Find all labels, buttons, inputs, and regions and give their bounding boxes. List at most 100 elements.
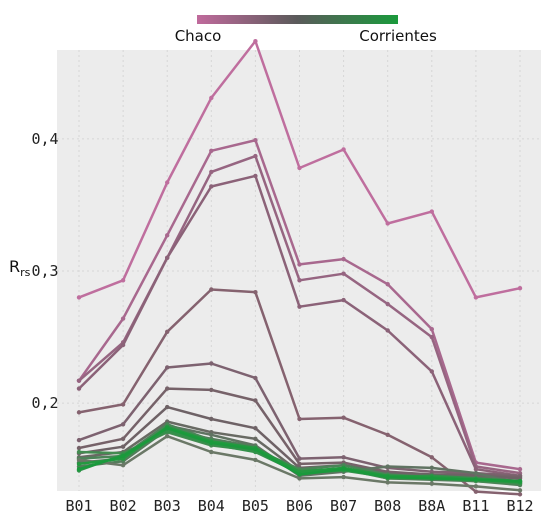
data-point <box>165 255 170 261</box>
data-point <box>429 209 434 214</box>
data-point <box>297 416 302 422</box>
data-point <box>165 180 170 185</box>
data-point <box>341 466 346 472</box>
data-point <box>253 153 258 159</box>
series <box>76 433 523 493</box>
data-point <box>341 415 346 420</box>
series <box>76 38 523 300</box>
data-point <box>209 148 214 153</box>
y-tick-label: 0,4 <box>31 130 58 148</box>
data-point <box>385 432 390 438</box>
data-point <box>165 404 170 410</box>
data-point <box>76 466 82 472</box>
x-tick-label: B05 <box>242 497 269 515</box>
data-point <box>76 410 82 415</box>
data-point <box>209 361 214 366</box>
data-point <box>385 301 390 307</box>
x-tick-label: B06 <box>286 497 313 515</box>
data-point <box>341 455 346 460</box>
data-point <box>120 463 126 468</box>
data-point <box>517 492 523 497</box>
data-point <box>209 287 214 292</box>
data-point <box>209 440 214 445</box>
data-point <box>385 221 390 226</box>
y-tick-label: 0,3 <box>31 262 58 280</box>
colorbar-label-right: Corrientes <box>359 27 437 45</box>
x-tick-label: B01 <box>65 497 92 515</box>
data-point <box>120 316 126 321</box>
data-point <box>385 328 390 333</box>
data-point <box>429 326 434 332</box>
data-point <box>297 304 302 309</box>
data-point <box>120 402 126 407</box>
data-point <box>253 447 258 452</box>
data-point <box>120 436 126 441</box>
data-point <box>253 426 258 431</box>
data-point <box>76 461 82 467</box>
data-point <box>76 445 82 451</box>
x-tick-label: B11 <box>462 497 489 515</box>
data-point <box>473 489 479 494</box>
data-point <box>341 297 346 303</box>
x-tick-label: B08 <box>374 497 401 515</box>
data-point <box>253 398 258 403</box>
data-point <box>297 278 302 283</box>
series-lines <box>76 38 523 497</box>
x-tick-label: B8A <box>418 497 445 515</box>
x-axis-ticks: B01 B02 B03 B04 B05 B06 B07 B08 B8A B11 B12 <box>65 497 533 515</box>
data-point <box>209 387 214 393</box>
y-tick-label: 0,2 <box>31 394 58 412</box>
data-point <box>165 365 170 370</box>
data-point <box>76 457 82 463</box>
data-point <box>209 449 214 455</box>
data-point <box>76 378 82 383</box>
x-tick-label: B12 <box>506 497 533 515</box>
data-point <box>385 282 390 287</box>
data-point <box>341 256 346 262</box>
data-point <box>517 285 523 291</box>
y-axis-label-sub: rs <box>20 266 31 279</box>
data-point <box>76 437 82 443</box>
data-point <box>473 484 479 489</box>
data-point <box>253 457 258 463</box>
data-point <box>385 464 390 469</box>
x-tick-label: B02 <box>110 497 137 515</box>
y-axis-label-main: R <box>9 257 20 276</box>
colorbar <box>197 15 398 24</box>
data-point <box>209 95 214 101</box>
x-tick-label: B04 <box>198 497 225 515</box>
data-point <box>209 416 214 422</box>
data-point <box>165 426 170 431</box>
data-point <box>253 138 258 143</box>
data-point <box>297 472 302 477</box>
series <box>76 173 523 478</box>
y-axis-ticks: 0,2 0,3 0,4 <box>31 130 58 412</box>
data-point <box>341 147 346 152</box>
data-point <box>341 271 346 276</box>
data-point <box>165 329 170 334</box>
data-point <box>253 289 258 295</box>
data-point <box>165 433 170 439</box>
data-point <box>165 386 170 391</box>
data-point <box>253 436 258 441</box>
data-point <box>253 38 258 44</box>
series <box>76 426 523 484</box>
x-tick-label: B03 <box>154 497 181 515</box>
data-point <box>120 444 126 449</box>
data-point <box>120 453 126 459</box>
data-point <box>429 481 434 486</box>
grid <box>57 50 541 491</box>
data-point <box>209 432 214 438</box>
data-point <box>429 369 434 374</box>
data-point <box>473 295 479 300</box>
svg-text:Rrs: Rrs <box>9 257 31 279</box>
data-point <box>253 173 258 179</box>
colorbar-label-left: Chaco <box>175 27 222 45</box>
data-point <box>429 334 434 340</box>
data-point <box>473 477 479 482</box>
data-point <box>473 466 479 472</box>
data-point <box>429 476 434 481</box>
data-point <box>385 480 390 485</box>
data-point <box>297 165 302 171</box>
